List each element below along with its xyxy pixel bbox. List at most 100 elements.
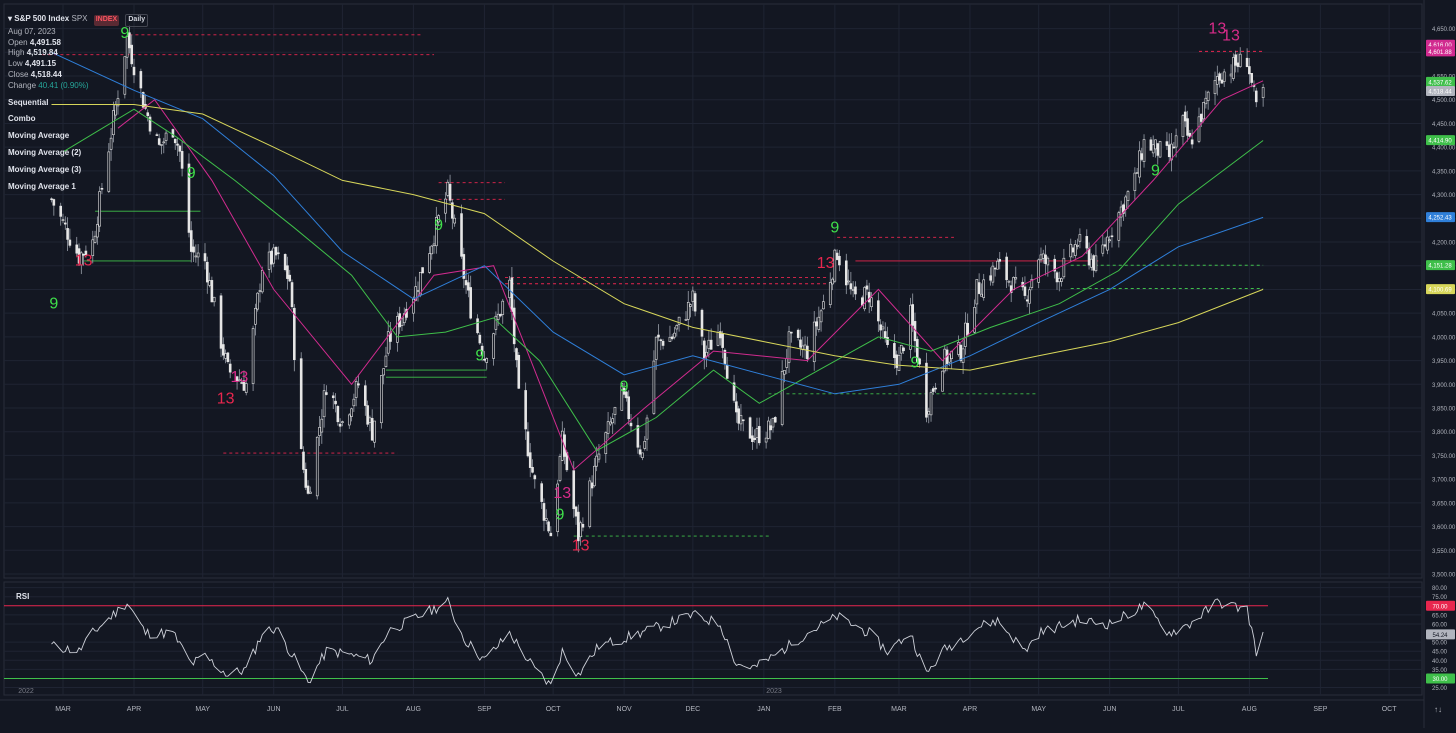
candle-body [645,417,649,440]
candle-body [338,423,342,427]
candle-body [806,345,809,360]
indicator-moving-average[interactable]: Moving Average [8,131,70,141]
candle-body [336,406,340,423]
candle-body [432,243,436,246]
rsi-level-tag [1426,673,1455,684]
rsi-level-tag [1426,600,1455,611]
candle-body [790,331,793,334]
price-tick-label: 3,850.00 [1432,407,1456,413]
indicator-moving-average-3[interactable]: Moving Average (3) [8,164,82,174]
indicator-sequential[interactable]: Sequential [8,97,49,107]
td-count-13: 13 [230,369,248,386]
candle-body [686,302,690,320]
price-scale-tag-label: 4,616.00 [1428,43,1452,49]
candle-body [444,198,447,214]
candle-body [196,252,200,258]
candle-body [1213,80,1217,94]
indicator-combo[interactable]: Combo [8,114,36,124]
candle-body [286,265,289,279]
price-scale-tag-label: 4,537.62 [1428,80,1452,86]
candle-body [276,252,280,255]
price-scale-tag [1426,76,1455,87]
candle-body [1158,141,1162,158]
candle-body [948,354,951,363]
legend-change: Change 40.41 (0.90%) [8,81,148,92]
candle-body [796,329,800,338]
candle-body [160,144,163,146]
price-tick-label: 4,500.00 [1432,98,1456,104]
month-label-nov: NOV [617,706,633,713]
candle-body [1254,90,1258,103]
legend-header[interactable]: ▾ S&P 500 Index SPX INDEX Daily [8,14,149,27]
month-label-mar: MAR [891,706,907,713]
month-label-aug: AUG [1242,706,1257,713]
td-levels [42,34,1264,537]
td-count-13: 13 [1208,20,1226,37]
td-count-13: 13 [553,485,571,502]
candle-body [595,455,598,467]
price-scale-tag-label: 4,151.28 [1428,264,1452,270]
td-count-9: 9 [620,378,629,395]
candle-body [973,307,976,333]
candle-body [448,183,452,201]
candle-body [822,301,825,310]
candle-body [909,304,912,350]
collapse-icon[interactable]: ▾ [8,14,13,23]
candle-body [593,465,596,487]
change-value: 40.41 (0.90%) [38,80,89,90]
candle-body [833,249,837,282]
indicator-moving-average-2[interactable]: Moving Average (2) [8,147,82,157]
price-scale-tag [1426,135,1455,146]
indicator-moving-average-1[interactable]: Moving Average 1 [8,181,76,191]
candle-body [1236,62,1240,67]
price-scale-tag-label: 4,518.44 [1428,89,1452,95]
rsi-tick-label: 75.00 [1432,595,1448,601]
candle-body [652,360,656,414]
candle-body [61,219,65,221]
price-tick-label: 3,900.00 [1432,383,1456,389]
candle-body [725,364,729,379]
td-count-9: 9 [830,220,839,237]
candle-body [421,267,424,274]
candle-body [59,205,63,217]
candle-body [707,339,711,349]
candle-body [1232,57,1235,79]
candle-body [636,425,640,448]
candle-body [641,452,644,458]
candle-body [844,260,848,286]
month-label-oct: OCT [546,706,562,713]
rsi-tick-label: 50.00 [1432,641,1448,647]
td-count-13: 13 [1222,27,1240,44]
candle-body [283,254,287,271]
candle-body [783,370,786,375]
candle-body [1183,111,1187,122]
candle-body [364,385,367,406]
candle-body [189,230,193,252]
candle-body [1046,257,1050,266]
candle-body [132,66,136,76]
candle-body [492,333,495,359]
candle-body [1234,54,1237,66]
candle-body [224,353,227,359]
candle-body [886,336,889,346]
candle-body [661,340,665,346]
candle-body [148,116,152,132]
timeframe-badge[interactable]: Daily [125,14,149,27]
candle-body [870,297,873,308]
candle-body [748,417,752,439]
candle-body [849,283,853,290]
candle-body [702,340,706,360]
price-tick-label: 3,550.00 [1432,549,1456,555]
candle-body [380,375,383,424]
candle-body [705,351,708,357]
rsi-title: RSI [16,592,30,601]
candle-body [851,289,855,291]
candle-body [352,398,356,407]
candle-body [741,419,745,422]
candle-body [254,307,257,325]
candle-body [1078,234,1082,242]
legend-date: Aug 07, 2023 [8,26,56,36]
candle-body [91,239,95,256]
price-tick-label: 3,750.00 [1432,454,1456,460]
